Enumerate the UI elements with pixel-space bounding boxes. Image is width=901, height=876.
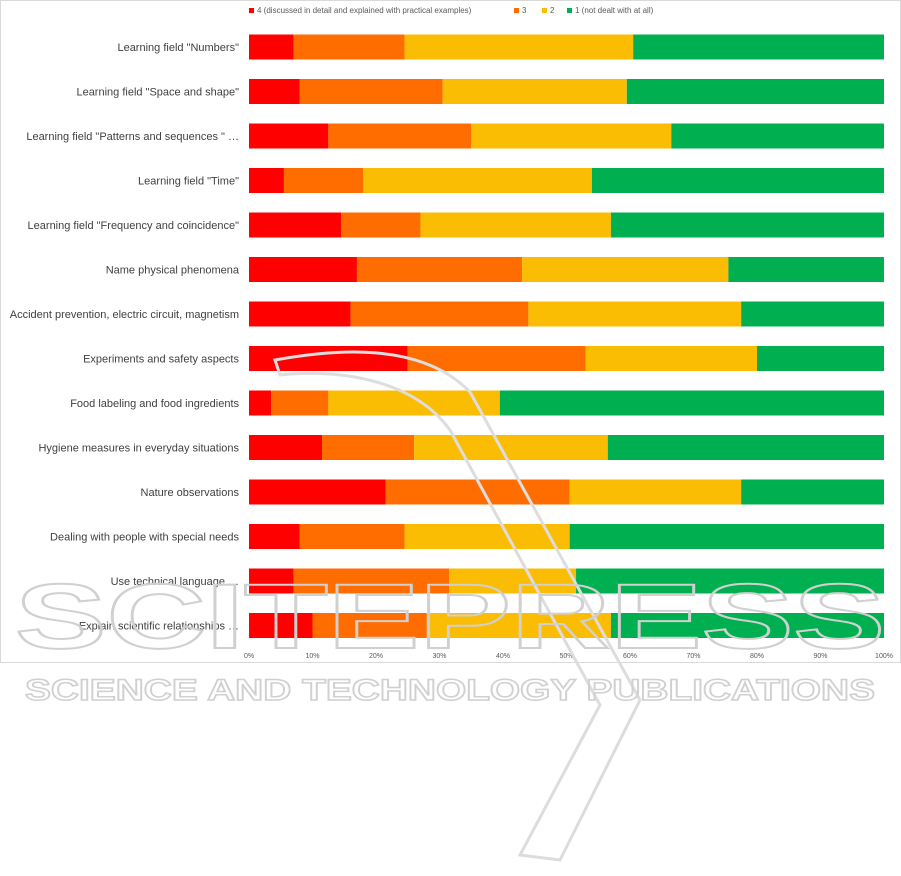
bar-segment: [341, 212, 421, 238]
bar-segment: [404, 34, 634, 60]
bar-segment: [249, 524, 300, 549]
bar-segment: [728, 257, 884, 282]
bar-segment: [249, 34, 294, 60]
bar-segment: [404, 524, 570, 549]
x-tick-label: 70%: [686, 653, 700, 660]
bar-segment: [414, 435, 608, 460]
x-tick-label: 0%: [244, 653, 254, 660]
bar-segment: [356, 257, 523, 282]
bar-segment: [350, 301, 529, 327]
bar-segment: [741, 479, 885, 505]
bar-segment: [299, 79, 443, 104]
category-label: Learning field "Frequency and coincidenc…: [28, 220, 240, 232]
bar-segment: [499, 390, 885, 416]
legend-item: 2: [542, 6, 554, 15]
bar-segment: [283, 168, 364, 193]
legend-item: 1 (not dealt with at all): [567, 6, 653, 15]
bar-segment: [610, 212, 884, 238]
category-label: Accident prevention, electric circuit, m…: [10, 309, 239, 321]
bar-segment: [293, 568, 450, 594]
bar-segment: [569, 524, 884, 549]
bar-segment: [610, 613, 884, 638]
x-tick-label: 80%: [750, 653, 764, 660]
bar-segment: [249, 79, 300, 104]
bar-segment: [591, 168, 884, 193]
legend-swatch: [567, 8, 572, 13]
category-label: Learning field "Numbers": [117, 42, 239, 54]
bar-segment: [407, 346, 586, 371]
bar-segment: [249, 168, 284, 193]
bar-segment: [249, 390, 272, 416]
legend-swatch: [514, 8, 519, 13]
bar-segment: [249, 435, 323, 460]
legend-swatch: [249, 8, 254, 13]
category-label: Hygiene measures in everyday situations: [38, 443, 239, 455]
bar-segment: [607, 435, 884, 460]
stacked-bar-plot: Learning field "Numbers" Learning field "…: [10, 34, 893, 660]
bar-segment: [569, 479, 742, 505]
legend: 4 (discussed in detail and explained wit…: [249, 6, 900, 18]
category-label: Nature observations: [141, 487, 240, 499]
legend-swatch: [542, 8, 547, 13]
category-label: Use technical language …: [111, 576, 239, 588]
bar-segment: [522, 257, 729, 282]
category-label: Dealing with people with special needs: [50, 532, 239, 544]
category-label: Food labeling and food ingredients: [70, 398, 239, 410]
x-tick-label: 90%: [813, 653, 827, 660]
bar-segment: [633, 34, 884, 60]
bar-segment: [741, 301, 885, 327]
bar-segment: [328, 390, 500, 416]
bar-segment: [442, 79, 627, 104]
legend-label: 1 (not dealt with at all): [575, 6, 654, 15]
bar-segment: [299, 524, 405, 549]
bar-segment: [363, 168, 592, 193]
bar-segment: [426, 613, 611, 638]
bar-segment: [449, 568, 577, 594]
x-tick-label: 60%: [623, 653, 637, 660]
bar-segment: [585, 346, 757, 371]
chart-frame: 4 (discussed in detail and explained wit…: [0, 0, 901, 663]
category-label: Learning field "Time": [138, 176, 239, 188]
x-tick-label: 10%: [305, 653, 319, 660]
bar-segment: [249, 568, 294, 594]
x-tick-label: 50%: [559, 653, 573, 660]
bar-segment: [249, 346, 408, 371]
bar-segment: [322, 435, 415, 460]
legend-label: 4 (discussed in detail and explained wit…: [257, 6, 472, 15]
bar-segment: [249, 212, 342, 238]
bar-segment: [249, 479, 386, 505]
x-tick-label: 40%: [496, 653, 510, 660]
bar-segment: [757, 346, 884, 371]
category-label: Learning field "Space and shape": [76, 87, 239, 99]
bar-segment: [626, 79, 885, 104]
watermark-subtitle: SCIENCE AND TECHNOLOGY PUBLICATIONS: [25, 674, 875, 707]
bar-segment: [420, 212, 611, 238]
bar-segment: [328, 123, 472, 149]
bar-segment: [471, 123, 672, 149]
x-tick-label: 20%: [369, 653, 383, 660]
legend-item: 3: [514, 6, 526, 15]
bar-segment: [528, 301, 742, 327]
category-label: Explain scientific relationships …: [79, 621, 239, 633]
category-label: Learning field "Patterns and sequences "…: [26, 131, 239, 143]
bar-segment: [293, 34, 405, 60]
bar-segment: [249, 301, 351, 327]
bar-segment: [312, 613, 427, 638]
bar-segment: [249, 123, 329, 149]
legend-item: 4 (discussed in detail and explained wit…: [249, 6, 471, 15]
category-label: Name physical phenomena: [106, 265, 240, 277]
bar-segment: [576, 568, 884, 594]
legend-label: 2: [550, 6, 555, 15]
bar-segment: [671, 123, 885, 149]
bar-segment: [249, 257, 357, 282]
bar-segment: [249, 613, 313, 638]
legend-label: 3: [522, 6, 527, 15]
bar-segment: [385, 479, 570, 505]
bar-segment: [271, 390, 329, 416]
x-tick-label: 100%: [875, 653, 893, 660]
category-label: Experiments and safety aspects: [83, 354, 239, 366]
x-tick-label: 30%: [432, 653, 446, 660]
